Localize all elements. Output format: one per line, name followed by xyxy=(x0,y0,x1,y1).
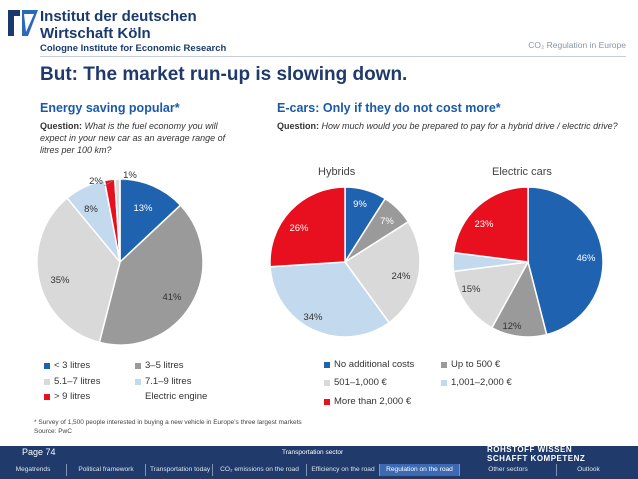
fuel-pie-label: 2% xyxy=(89,176,103,187)
fuel-pie-label: 1% xyxy=(123,170,137,181)
fuel-pie-slice xyxy=(113,178,121,263)
legend-left-item: < 3 litres xyxy=(44,360,90,371)
legend-label: < 3 litres xyxy=(54,360,91,371)
legend-swatch xyxy=(441,361,447,368)
hybrid-pie-label: 34% xyxy=(303,312,323,323)
footer-logo-line1: ROHSTOFF WISSEN xyxy=(487,445,573,454)
institute-name-line1: Institut der deutschen xyxy=(40,8,197,25)
electric-pie-label: 46% xyxy=(576,253,596,264)
legend-swatch xyxy=(44,393,50,400)
fuel-economy-pie: 13% 41% 35% 8% 2% 1% xyxy=(36,170,204,345)
legend-swatch xyxy=(44,378,50,385)
survey-note: * Survey of 1,500 people interested in b… xyxy=(34,419,302,426)
pie-charts: 13% 41% 35% 8% 2% 1% 9% 7% 24% 34% 26% 46% 12% 15% 2… xyxy=(36,170,604,345)
nav-megatrends[interactable]: Megatrends xyxy=(15,466,51,473)
legend-label: Up to 500 € xyxy=(451,359,501,370)
fuel-pie-slice xyxy=(36,196,121,344)
hybrids-chart-title: Hybrids xyxy=(318,166,356,178)
legend-left-item: 7.1–9 litres xyxy=(135,376,191,387)
nav-outlook[interactable]: Outlook xyxy=(556,464,620,476)
legend-left-item: 3–5 litres xyxy=(135,360,184,371)
legend-swatch xyxy=(324,379,330,386)
hybrid-pie-label: 24% xyxy=(391,271,411,282)
legend-label: No additional costs xyxy=(334,359,415,370)
legend-right-item: More than 2,000 € xyxy=(324,396,411,407)
fuel-pie-slice xyxy=(98,204,204,345)
legend-swatch xyxy=(324,398,330,405)
legend-label: > 9 litres xyxy=(54,391,91,402)
header-topic: CO₂ Regulation in Europe xyxy=(528,40,626,50)
legend-swatch xyxy=(135,378,141,385)
hybrid-pie-label: 26% xyxy=(289,223,309,234)
nav-transportation-today[interactable]: Transportation today xyxy=(145,464,212,476)
fuel-pie-slice xyxy=(119,178,182,264)
nav-co2-emissions[interactable]: CO₂ emissions on the road xyxy=(212,464,306,476)
fuel-pie-label: 13% xyxy=(133,203,153,214)
page-title: But: The market run-up is slowing down. xyxy=(40,64,408,85)
hybrid-pie-slice xyxy=(343,220,421,324)
nav-regulation[interactable]: Regulation on the road xyxy=(379,464,459,476)
footer-section: Transportation sector xyxy=(282,449,344,456)
institute-name-line2: Wirtschaft Köln xyxy=(40,25,151,42)
nav-efficiency[interactable]: Efficiency on the road xyxy=(306,464,379,476)
legend-right-item: 1,001–2,000 € xyxy=(441,377,512,388)
legend-right-item: No additional costs xyxy=(324,359,414,370)
legend-left-item: > 9 litres xyxy=(44,391,90,402)
hybrids-pie: 9% 7% 24% 34% 26% xyxy=(269,186,421,338)
electric-pie-slice xyxy=(452,186,529,263)
hybrid-pie-slice xyxy=(269,186,346,268)
footer-logo-line2: SCHAFFT KOMPETENZ xyxy=(487,454,586,463)
hybrid-pie-label: 7% xyxy=(380,216,394,227)
iw-logo-icon xyxy=(6,6,40,40)
footer-bar xyxy=(0,446,638,461)
legend-label: 7.1–9 litres xyxy=(145,376,192,387)
left-question-label: Question: xyxy=(40,121,82,131)
hybrid-pie-slice xyxy=(269,261,391,338)
left-question-text: What is the fuel economy you will expect… xyxy=(40,121,226,155)
electric-chart-title: Electric cars xyxy=(492,166,552,178)
electric-cars-pie: 46% 12% 15% 23% xyxy=(452,186,604,338)
nav-political-framework[interactable]: Political framework xyxy=(66,464,145,476)
fuel-pie-leader-line xyxy=(103,179,115,187)
legend-swatch xyxy=(324,361,330,368)
fuel-pie-label: 8% xyxy=(84,204,98,215)
right-question-text: How much would you be prepared to pay fo… xyxy=(321,121,618,131)
nav-other-sectors[interactable]: Other sectors xyxy=(459,464,556,476)
electric-pie-slice xyxy=(452,261,530,329)
page-number: Page 74 xyxy=(22,447,56,457)
electric-pie-label: 12% xyxy=(502,321,522,332)
left-heading: Energy saving popular* xyxy=(40,101,180,115)
legend-swatch xyxy=(135,362,141,369)
electric-pie-label: 23% xyxy=(474,219,494,230)
legend-label: 3–5 litres xyxy=(145,360,184,371)
section-nav: Megatrends Political framework Transport… xyxy=(0,461,638,479)
hybrid-pie-label: 9% xyxy=(353,199,367,210)
legend-right-item: Up to 500 € xyxy=(441,359,500,370)
legend-left-item: 5.1–7 litres xyxy=(44,376,100,387)
institute-subtitle: Cologne Institute for Economic Research xyxy=(40,43,227,54)
legend-left-item: Electric engine xyxy=(135,391,207,402)
legend-swatch xyxy=(44,362,50,369)
legend-label: More than 2,000 € xyxy=(334,396,412,407)
legend-label: Electric engine xyxy=(145,391,208,402)
legend-swatch xyxy=(441,379,447,386)
header-divider xyxy=(40,56,626,57)
right-question-label: Question: xyxy=(277,121,319,131)
left-question: Question: What is the fuel economy you w… xyxy=(40,120,245,156)
electric-pie-slice xyxy=(527,186,604,336)
source-note: Source: PwC xyxy=(34,428,72,435)
legend-label: 501–1,000 € xyxy=(334,377,387,388)
right-heading: E-cars: Only if they do not cost more* xyxy=(277,101,501,115)
right-question: Question: How much would you be prepared… xyxy=(277,120,622,132)
legend-label: 5.1–7 litres xyxy=(54,376,101,387)
legend-right-item: 501–1,000 € xyxy=(324,377,387,388)
fuel-pie-label: 41% xyxy=(162,292,182,303)
electric-pie-label: 15% xyxy=(461,284,481,295)
fuel-pie-label: 35% xyxy=(50,275,70,286)
legend-label: 1,001–2,000 € xyxy=(451,377,512,388)
